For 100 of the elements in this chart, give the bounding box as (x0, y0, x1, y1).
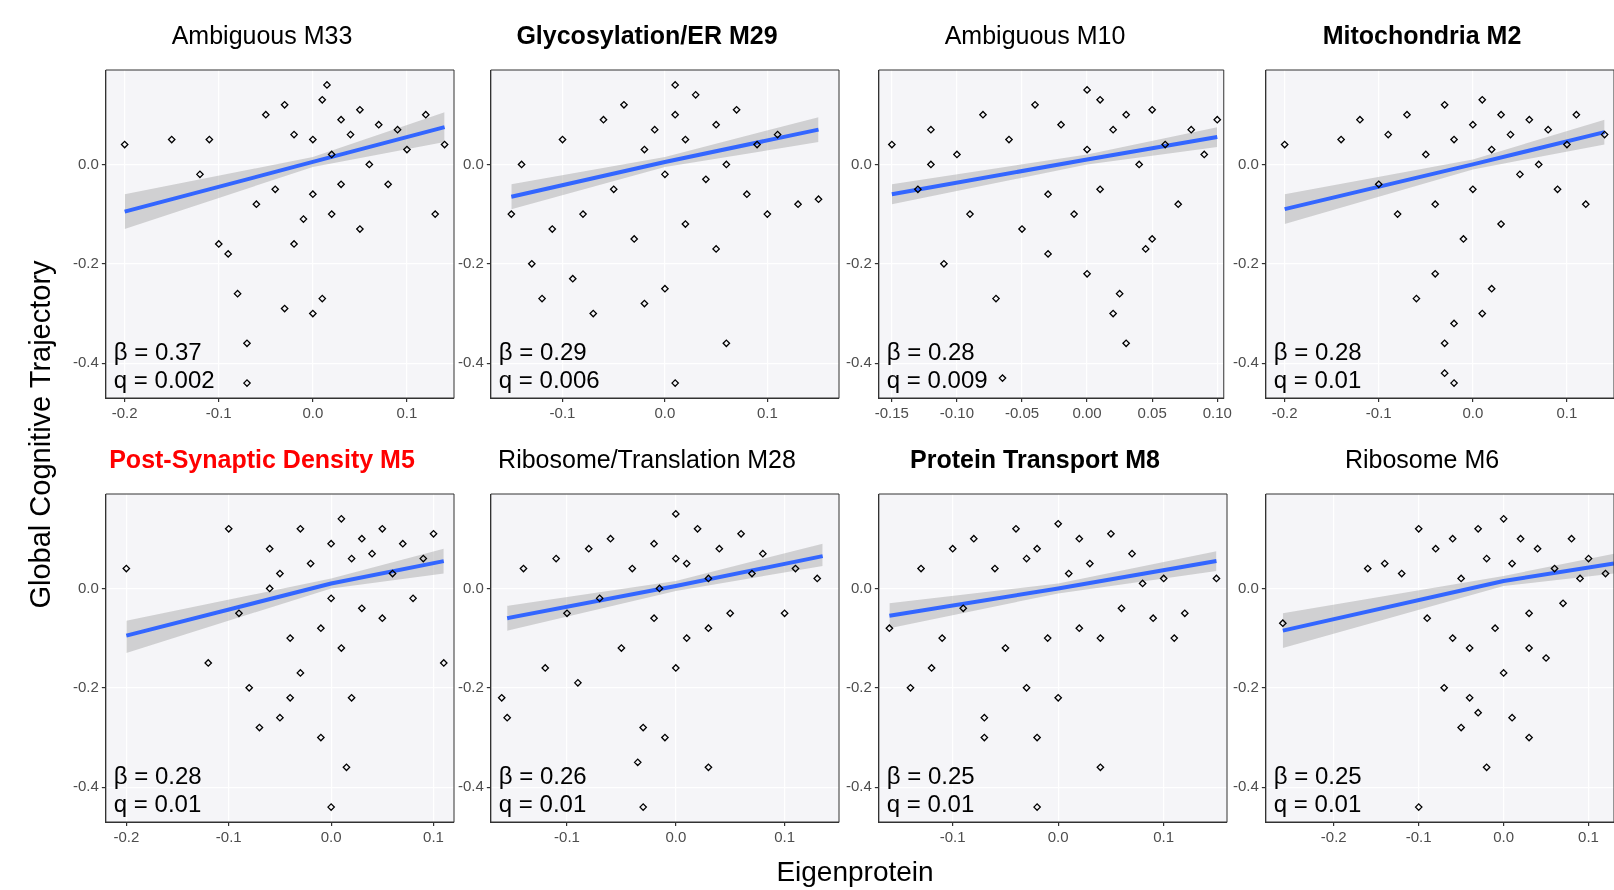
point (682, 634, 691, 642)
point (574, 679, 582, 687)
point (1096, 634, 1105, 642)
x-tick-label: 0.1 (1578, 828, 1599, 846)
point (398, 539, 407, 548)
point (337, 644, 346, 652)
point (1459, 235, 1468, 243)
point (1533, 544, 1542, 553)
x-tick-label: 0.0 (1493, 828, 1515, 846)
x-tick-label: 0.1 (756, 404, 778, 422)
annotation: q = 0.002 (113, 366, 215, 393)
point (1141, 245, 1150, 253)
x-tick-label: -0.2 (113, 828, 140, 846)
x-tick-label: 0.1 (1556, 404, 1578, 422)
point (342, 763, 351, 772)
point (271, 185, 280, 194)
point (1054, 519, 1063, 528)
point (1278, 619, 1287, 628)
point (541, 664, 550, 672)
annotation: β = 0.29 (498, 338, 587, 365)
point (243, 339, 251, 348)
point (1213, 115, 1222, 124)
point (639, 723, 648, 732)
y-tick-label: -0.4 (72, 777, 99, 795)
annotation: q = 0.01 (886, 790, 975, 817)
chart-title: Post-Synaptic Density M5 (109, 444, 415, 473)
point (599, 115, 608, 124)
point (702, 175, 710, 184)
point (953, 150, 961, 159)
annotation: q = 0.01 (113, 790, 202, 817)
chart-title: Ambiguous M10 (944, 20, 1126, 49)
point (1174, 200, 1183, 209)
point (671, 110, 680, 119)
point (261, 110, 270, 119)
point (205, 135, 214, 144)
point (1440, 339, 1449, 348)
point (763, 210, 772, 218)
point (1337, 135, 1345, 144)
point (1576, 574, 1584, 583)
point (1567, 534, 1576, 543)
point (1478, 95, 1487, 104)
point (507, 210, 516, 218)
point (1525, 115, 1534, 124)
point (224, 250, 233, 258)
annotation: q = 0.01 (1273, 790, 1362, 817)
point (296, 669, 305, 677)
point (671, 81, 680, 89)
x-tick-label: -0.1 (939, 828, 966, 846)
point (979, 110, 987, 119)
point (650, 125, 659, 134)
point (224, 524, 233, 533)
point (948, 544, 957, 553)
point (1478, 309, 1487, 318)
point (265, 544, 274, 553)
point (1148, 105, 1157, 114)
point (552, 554, 560, 563)
point (1356, 115, 1364, 124)
x-tick-label: -0.05 (1004, 404, 1040, 422)
point (991, 564, 999, 573)
y-tick-label: 0.0 (77, 578, 99, 596)
point (378, 524, 387, 533)
point (1374, 180, 1383, 189)
point (671, 554, 680, 563)
point (1431, 544, 1440, 553)
x-tick-label: 0.0 (302, 404, 324, 422)
point (290, 240, 298, 248)
annotation: β = 0.28 (113, 762, 202, 789)
y-tick-label: -0.4 (1232, 353, 1259, 371)
point (661, 284, 669, 293)
x-tick-label: -0.2 (111, 404, 138, 422)
y-tick-label: -0.2 (72, 677, 99, 695)
point (1550, 564, 1559, 573)
point (384, 180, 392, 189)
point (327, 150, 336, 159)
point (1448, 634, 1457, 642)
point (1499, 669, 1508, 677)
point (650, 539, 658, 548)
x-tick-label: 0.0 (320, 828, 342, 846)
point (1033, 733, 1041, 742)
point (393, 125, 402, 134)
point (681, 220, 690, 228)
point (1491, 624, 1499, 633)
annotation: q = 0.01 (1273, 366, 1362, 393)
point (1553, 185, 1562, 194)
point (1414, 524, 1423, 533)
point (1572, 110, 1581, 119)
x-tick-label: -0.1 (549, 404, 576, 422)
point (233, 289, 242, 298)
point (671, 664, 680, 672)
x-tick-label: 0.10 (1202, 404, 1232, 422)
point (1280, 140, 1289, 149)
point (914, 185, 922, 194)
point (327, 210, 336, 218)
point (742, 190, 751, 199)
annotation: q = 0.006 (498, 366, 600, 393)
point (120, 140, 129, 149)
x-tick-label: -0.1 (554, 828, 580, 846)
point (1033, 544, 1041, 553)
point (885, 624, 894, 633)
point (589, 309, 598, 318)
